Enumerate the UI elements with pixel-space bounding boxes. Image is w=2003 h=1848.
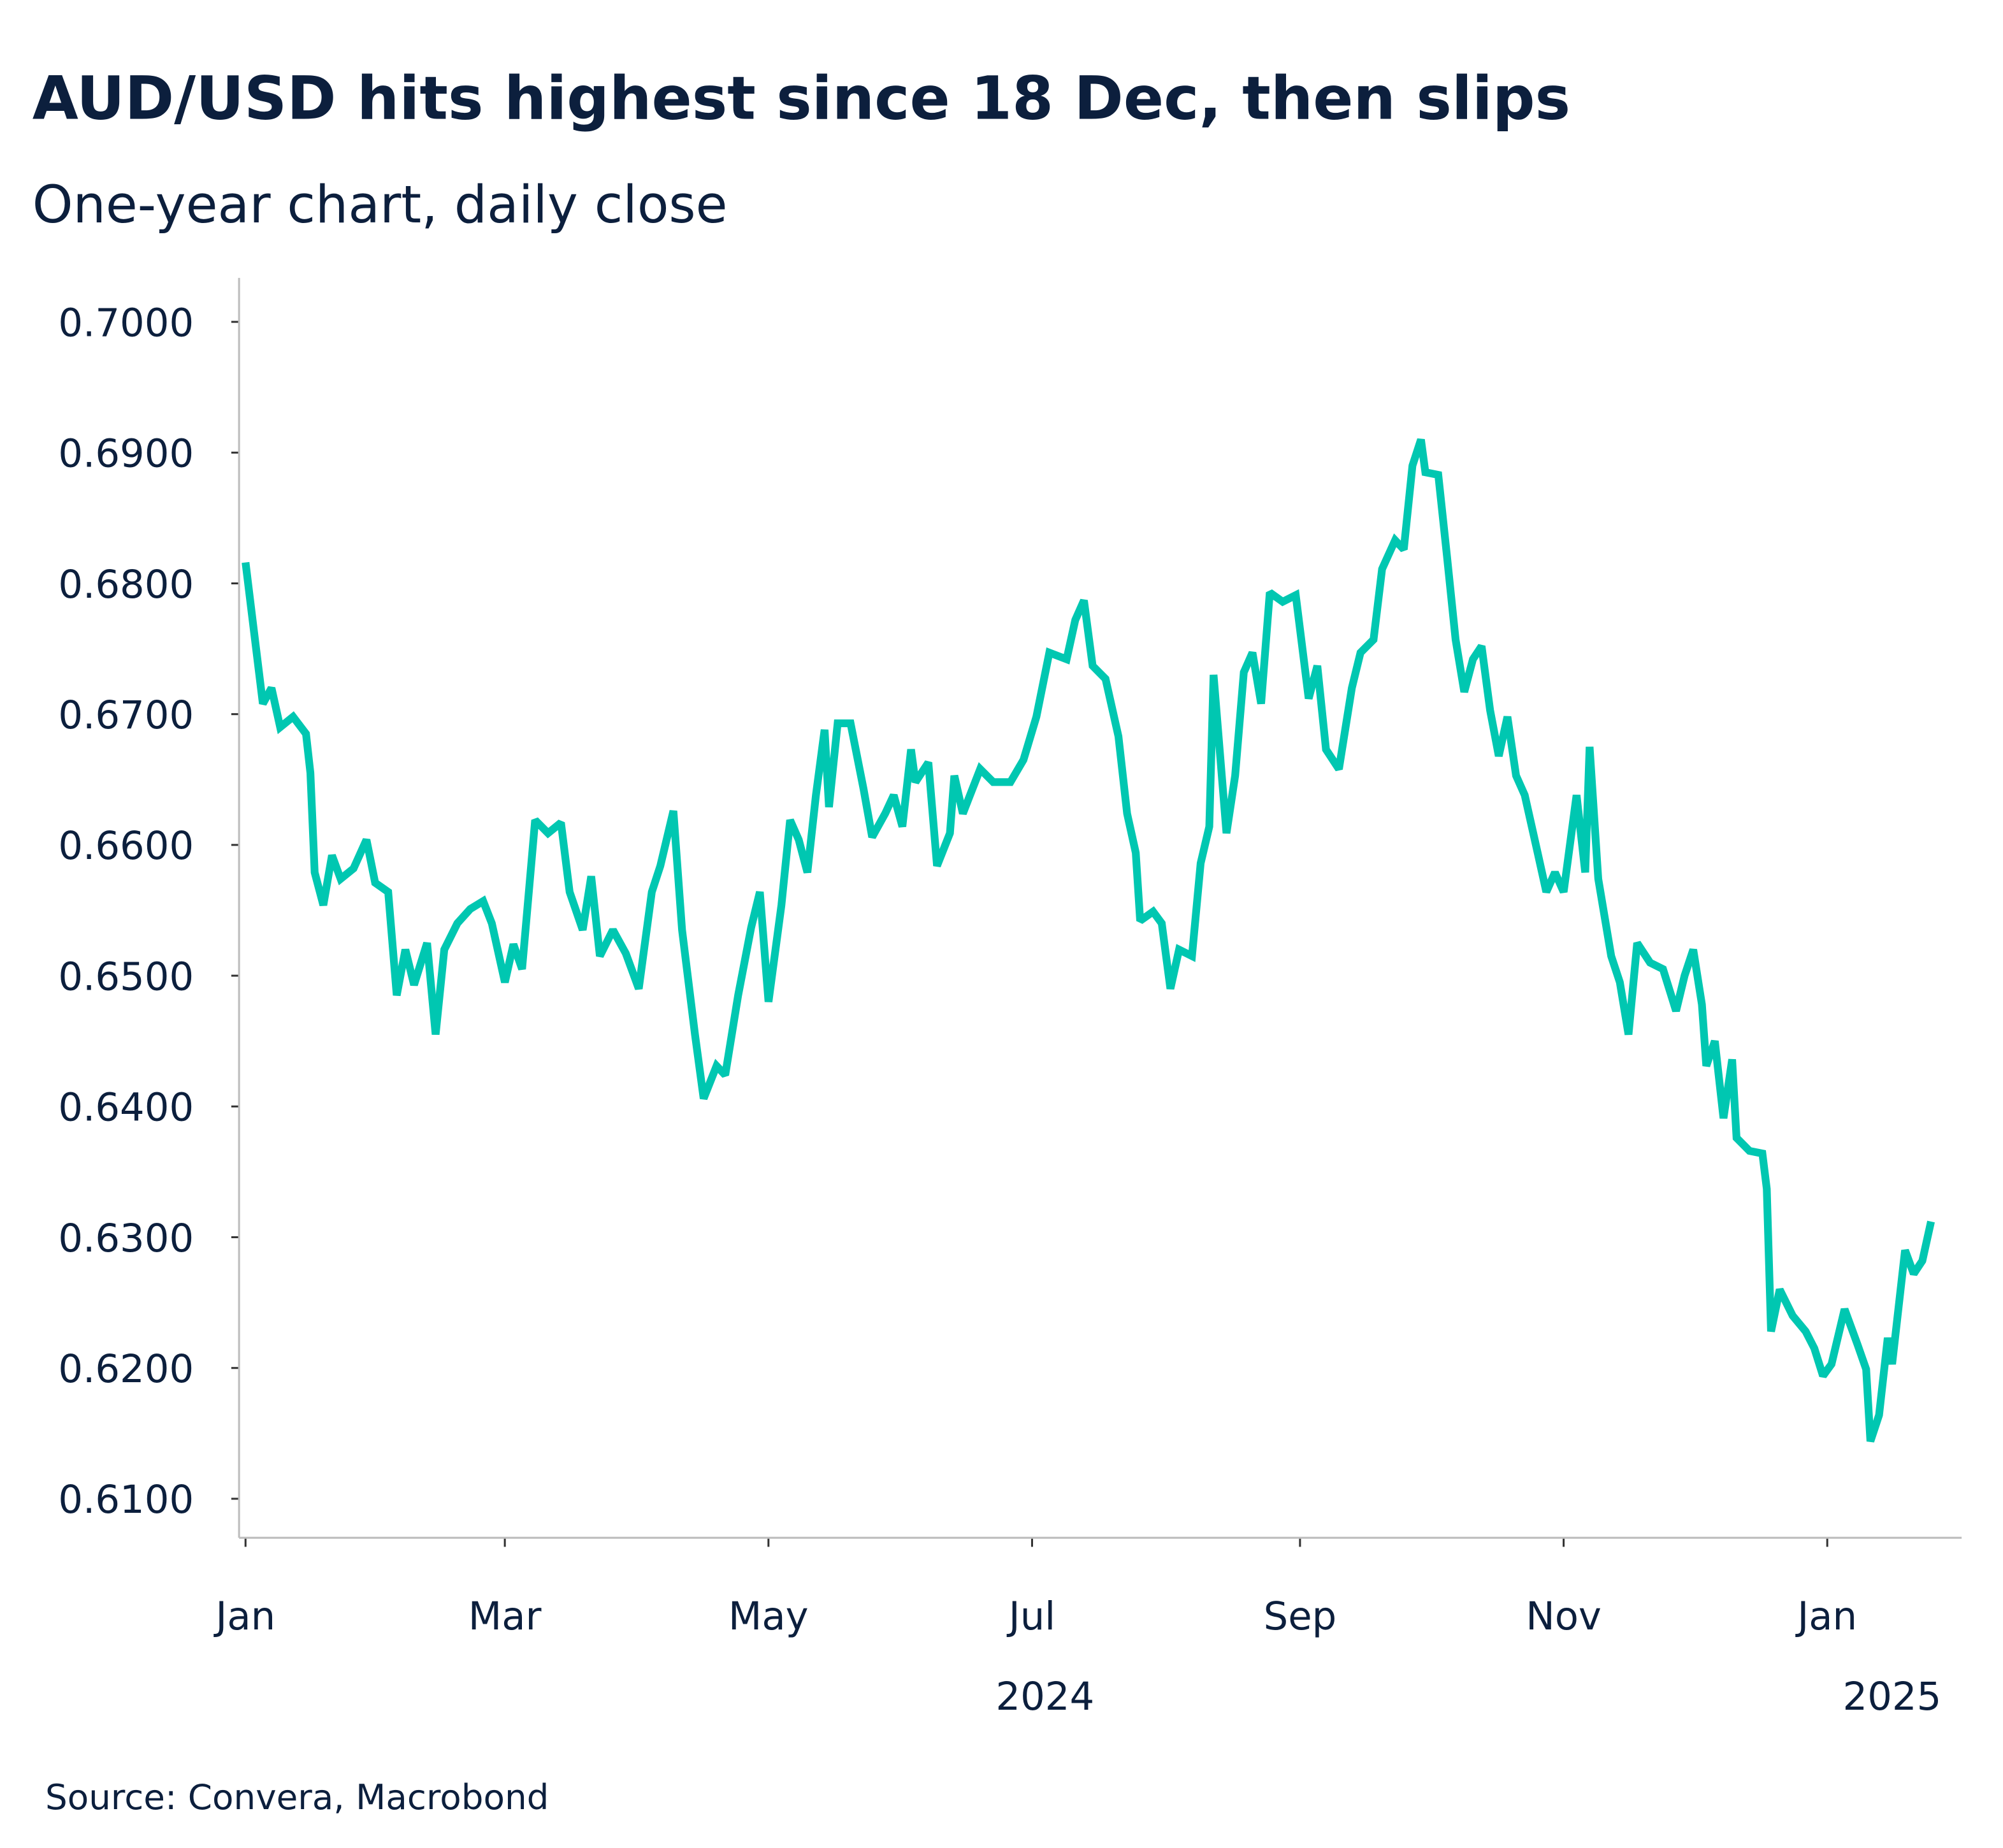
x-year-label: 2025 <box>1843 1675 1942 1719</box>
y-axis: 0.7000 0.6900 0.6800 0.6700 0.6600 0.6500 0.64… <box>58 301 240 1522</box>
chart-title: AUD/USD hits highest since 18 Dec, then … <box>33 64 1570 133</box>
x-tick-label: Jul <box>1006 1594 1055 1639</box>
y-tick-label: 0.6700 <box>58 693 194 738</box>
source-note: Source: Convera, Macrobond <box>45 1777 549 1817</box>
x-tick-label: Nov <box>1526 1594 1602 1639</box>
x-tick-label: Jan <box>213 1594 275 1639</box>
y-tick-label: 0.6800 <box>58 563 194 607</box>
y-tick-label: 0.6100 <box>58 1478 194 1522</box>
x-year-label: 2024 <box>995 1675 1094 1719</box>
y-tick-label: 0.6500 <box>58 955 194 999</box>
chart-subtitle: One-year chart, daily close <box>33 175 728 235</box>
y-tick-label: 0.6300 <box>58 1216 194 1261</box>
y-tick-label: 0.7000 <box>58 301 194 345</box>
series-group <box>242 438 1935 1443</box>
x-tick-label: Jan <box>1795 1594 1857 1639</box>
y-tick-label: 0.6900 <box>58 432 194 477</box>
y-tick-label: 0.6600 <box>58 824 194 869</box>
series-line <box>242 438 1935 1443</box>
x-tick-label: Sep <box>1264 1594 1337 1639</box>
x-axis: Jan Mar May Jul Sep Nov Jan 2024 2025 <box>213 1538 1941 1719</box>
y-tick-label: 0.6200 <box>58 1347 194 1392</box>
y-tick-label: 0.6400 <box>58 1086 194 1130</box>
x-tick-label: May <box>728 1594 809 1639</box>
x-tick-label: Mar <box>468 1594 542 1639</box>
